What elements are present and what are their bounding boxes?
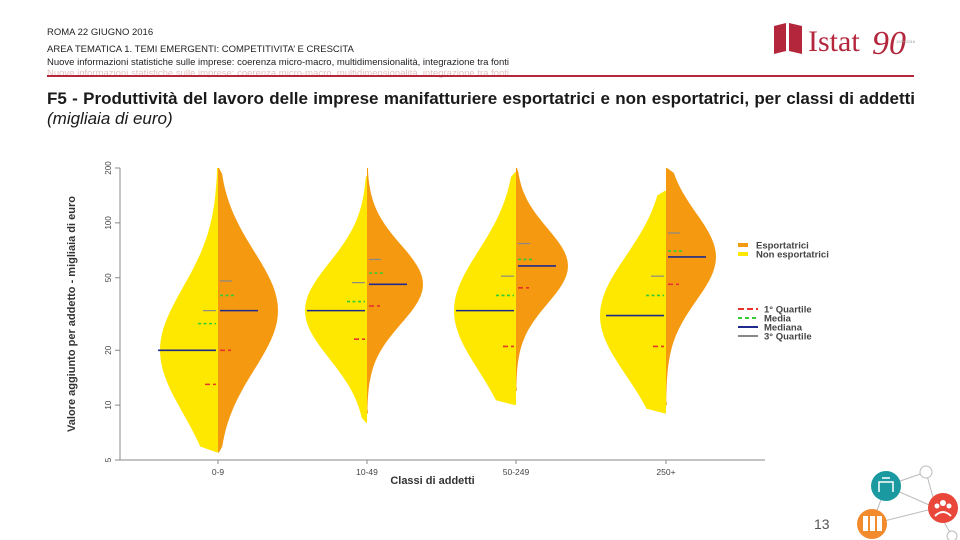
x-tick-label: 0-9	[212, 467, 225, 477]
legend-label: Mediana	[764, 323, 803, 334]
istat-logo-years: 1926-2016	[896, 39, 916, 44]
legend-label: Media	[764, 314, 792, 325]
title-unit: (migliaia di euro)	[47, 109, 173, 128]
y-axis-label: Valore aggiunto per addetto - migliaia d…	[66, 196, 78, 432]
y-tick-label: 100	[104, 216, 113, 230]
page-title: F5 - Produttività del lavoro delle impre…	[47, 89, 915, 129]
header-divider	[47, 75, 914, 77]
istat-logo-icon	[774, 23, 802, 54]
header-date: ROMA 22 GIUGNO 2016	[47, 27, 154, 38]
istat-logo: Istat 90 1926-2016	[774, 23, 916, 62]
x-tick-label: 50-249	[503, 467, 530, 477]
istat-logo-text: Istat	[808, 25, 860, 58]
legend-label: 3° Quartile	[764, 332, 812, 343]
legend-label: Non esportatrici	[756, 250, 829, 261]
books-icon	[857, 509, 887, 539]
violin-esportatrici	[666, 168, 716, 406]
x-tick-label: 10-49	[356, 467, 378, 477]
istat-logo-ninety: 90	[872, 25, 906, 62]
header-subtitle: Nuove informazioni statistiche sulle imp…	[47, 57, 510, 68]
y-tick-label: 50	[104, 273, 113, 282]
y-tick-label: 20	[104, 345, 113, 354]
group-icon	[871, 471, 901, 501]
violin-non-esportatrici	[454, 172, 516, 406]
legend-label: 1° Quartile	[764, 305, 812, 316]
legend-label: Esportatrici	[756, 241, 809, 252]
plot-area: 5 10 20 50 100 200 Valore aggiunto per addetto…	[66, 161, 765, 487]
violin-chart: 5 10 20 50 100 200 Valore aggiunto per addetto…	[66, 161, 829, 487]
header-subtitle-ghost: Nuove informazioni statistiche sulle imp…	[47, 68, 510, 79]
y-tick-label: 10	[104, 400, 113, 409]
violin-esportatrici	[367, 168, 423, 414]
decorative-network-icons	[857, 465, 958, 540]
header-area: AREA TEMATICA 1. TEMI EMERGENTI: COMPETI…	[47, 44, 354, 55]
x-axis-label: Classi di addetti	[390, 475, 474, 487]
title-main: F5 - Produttività del lavoro delle impre…	[47, 89, 915, 108]
x-tick-label: 250+	[656, 467, 675, 477]
violin-non-esportatrici	[305, 176, 367, 423]
y-tick-label: 5	[104, 457, 113, 462]
y-tick-label: 200	[104, 161, 113, 175]
violin-non-esportatrici	[160, 168, 218, 453]
violin-esportatrici	[516, 168, 568, 391]
page-number: 13	[814, 516, 830, 532]
violin-non-esportatrici	[600, 190, 666, 414]
people-icon	[928, 493, 958, 523]
